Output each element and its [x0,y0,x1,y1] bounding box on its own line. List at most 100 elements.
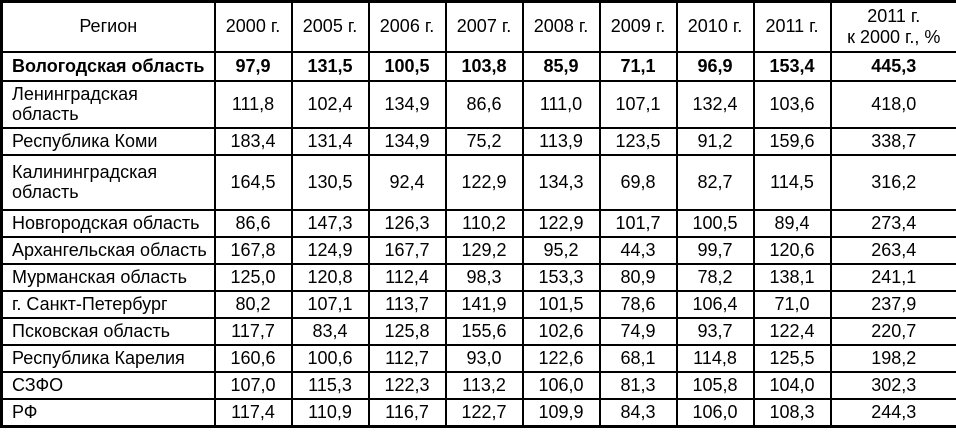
value-cell: 109,9 [521,397,601,428]
value-cell: 338,7 [829,126,956,156]
value-cell: 95,2 [521,235,601,265]
value-cell: 445,3 [829,50,956,82]
value-cell: 302,3 [829,370,956,400]
table-row: г. Санкт-Петербург 80,2 107,1 113,7 141,9 101… [0,289,956,319]
value-cell: 129,2 [444,235,524,265]
value-cell: 117,7 [213,316,293,346]
header-cell-year: 2006 г. [367,0,447,53]
value-cell: 131,4 [290,126,370,156]
value-cell: 147,3 [290,208,370,238]
value-cell: 155,6 [444,316,524,346]
value-cell: 130,5 [290,153,370,211]
value-cell: 123,5 [598,126,678,156]
header-cell-year: 2010 г. [675,0,755,53]
value-cell: 69,8 [598,153,678,211]
value-cell: 107,0 [213,370,293,400]
header-cell-ratio: 2011 г. к 2000 г., % [829,0,956,53]
value-cell: 84,3 [598,397,678,428]
value-cell: 108,3 [752,397,832,428]
region-cell: Мурманская область [0,262,216,292]
value-cell: 100,5 [675,208,755,238]
value-cell: 103,6 [752,79,832,129]
value-cell: 71,1 [598,50,678,82]
value-cell: 117,4 [213,397,293,428]
header-cell-year: 2005 г. [290,0,370,53]
value-cell: 102,4 [290,79,370,129]
region-cell: Вологодская область [0,50,216,82]
value-cell: 85,9 [521,50,601,82]
value-cell: 122,9 [521,208,601,238]
value-cell: 138,1 [752,262,832,292]
value-cell: 160,6 [213,343,293,373]
header-cell-year: 2009 г. [598,0,678,53]
table-row: Республика Коми 183,4 131,4 134,9 75,2 113,9 1… [0,126,956,156]
table-row: Псковская область 117,7 83,4 125,8 155,6 102,… [0,316,956,346]
value-cell: 101,7 [598,208,678,238]
value-cell: 316,2 [829,153,956,211]
value-cell: 116,7 [367,397,447,428]
header-cell-year: 2008 г. [521,0,601,53]
value-cell: 122,3 [367,370,447,400]
value-cell: 115,3 [290,370,370,400]
region-cell: Республика Коми [0,126,216,156]
value-cell: 111,0 [521,79,601,129]
value-cell: 113,9 [521,126,601,156]
region-cell: Архангельская область [0,235,216,265]
value-cell: 106,4 [675,289,755,319]
value-cell: 110,9 [290,397,370,428]
region-cell: Ленинградская область [0,79,216,129]
value-cell: 126,3 [367,208,447,238]
header-cell-region: Регион [0,0,216,53]
value-cell: 107,1 [598,79,678,129]
value-cell: 263,4 [829,235,956,265]
regions-statistics-table: Регион 2000 г. 2005 г. 2006 г. 2007 г. 2… [0,0,956,428]
value-cell: 106,0 [521,370,601,400]
value-cell: 220,7 [829,316,956,346]
value-cell: 159,6 [752,126,832,156]
value-cell: 273,4 [829,208,956,238]
table-body: Вологодская область 97,9 131,5 100,5 103,8 85… [0,50,956,428]
value-cell: 153,3 [521,262,601,292]
table-row: СЗФО 107,0 115,3 122,3 113,2 106,0 81,3 105,8 10… [0,370,956,400]
value-cell: 132,4 [675,79,755,129]
value-cell: 98,3 [444,262,524,292]
value-cell: 111,8 [213,79,293,129]
value-cell: 418,0 [829,79,956,129]
value-cell: 107,1 [290,289,370,319]
value-cell: 183,4 [213,126,293,156]
region-cell: Калининградская область [0,153,216,211]
value-cell: 141,9 [444,289,524,319]
value-cell: 112,7 [367,343,447,373]
value-cell: 134,3 [521,153,601,211]
region-cell: г. Санкт-Петербург [0,289,216,319]
value-cell: 83,4 [290,316,370,346]
header-row: Регион 2000 г. 2005 г. 2006 г. 2007 г. 2… [0,0,956,53]
value-cell: 100,5 [367,50,447,82]
value-cell: 113,7 [367,289,447,319]
region-cell: СЗФО [0,370,216,400]
value-cell: 122,9 [444,153,524,211]
region-cell: Республика Карелия [0,343,216,373]
value-cell: 44,3 [598,235,678,265]
value-cell: 131,5 [290,50,370,82]
table-row: Архангельская область 167,8 124,9 167,7 129,… [0,235,956,265]
region-cell: Псковская область [0,316,216,346]
value-cell: 74,9 [598,316,678,346]
table-row: РФ 117,4 110,9 116,7 122,7 109,9 84,3 106,0 108,… [0,397,956,428]
value-cell: 91,2 [675,126,755,156]
value-cell: 114,8 [675,343,755,373]
value-cell: 92,4 [367,153,447,211]
value-cell: 97,9 [213,50,293,82]
value-cell: 105,8 [675,370,755,400]
value-cell: 68,1 [598,343,678,373]
table-header: Регион 2000 г. 2005 г. 2006 г. 2007 г. 2… [0,0,956,53]
value-cell: 112,4 [367,262,447,292]
value-cell: 86,6 [444,79,524,129]
value-cell: 103,8 [444,50,524,82]
value-cell: 82,7 [675,153,755,211]
value-cell: 106,0 [675,397,755,428]
value-cell: 124,9 [290,235,370,265]
value-cell: 80,2 [213,289,293,319]
value-cell: 237,9 [829,289,956,319]
value-cell: 122,7 [444,397,524,428]
